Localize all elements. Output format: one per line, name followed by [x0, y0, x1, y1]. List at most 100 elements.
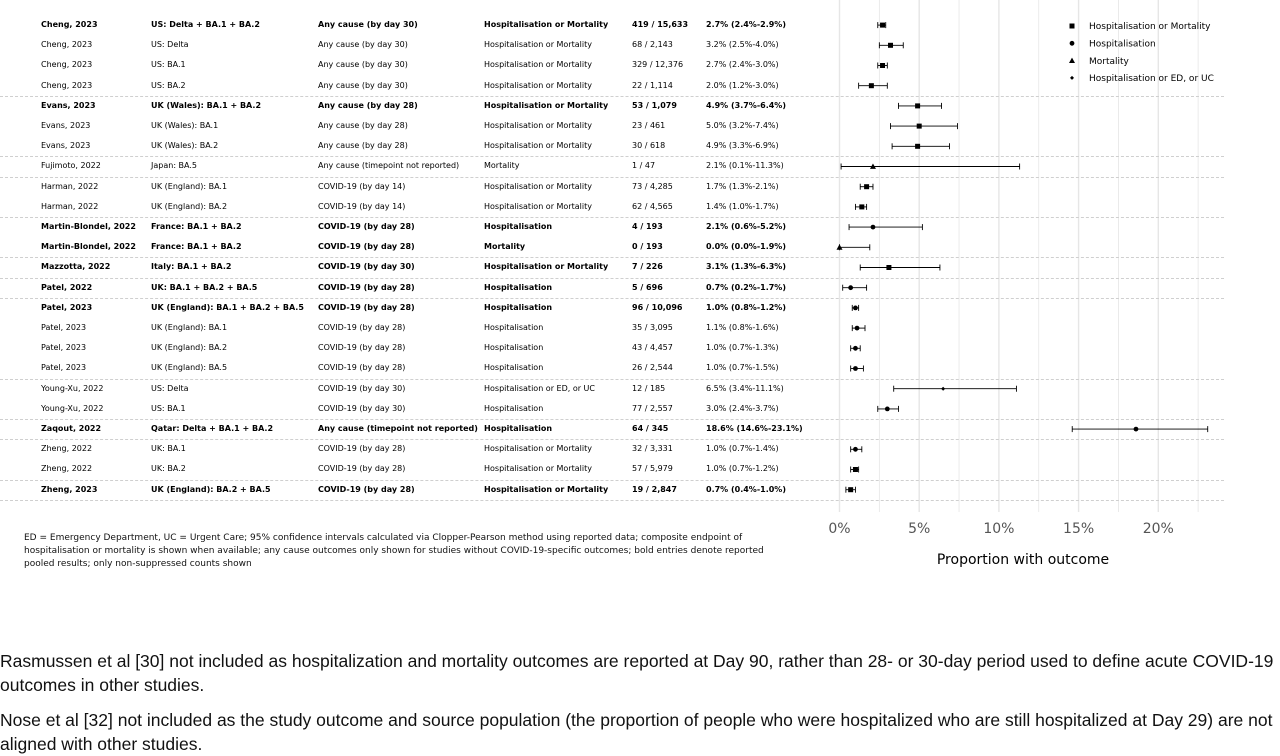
outcome-cell: COVID-19 (by day 28) — [318, 323, 406, 332]
table-row: Young-Xu, 2022 US: Delta COVID-19 (by day … — [0, 379, 830, 399]
population-cell: UK: BA.1 — [151, 444, 186, 454]
endpoint-cell: Hospitalisation or Mortality — [484, 121, 592, 130]
outcome-cell: Any cause (by day 30) — [318, 60, 408, 70]
endpoint-cell: Hospitalisation or Mortality — [484, 100, 609, 110]
table-row: Harman, 2022 UK (England): BA.2 COVID-19 (… — [0, 197, 830, 217]
endpoint-cell: Hospitalisation or ED, or UC — [484, 383, 595, 393]
point-estimate-marker — [1133, 426, 1139, 432]
population-cell: UK (Wales): BA.2 — [151, 141, 219, 151]
population-cell: UK (England): BA.1 + BA.2 + BA.5 — [151, 302, 304, 312]
point-estimate-marker — [880, 63, 886, 68]
population-cell: UK (England): BA.1 — [151, 323, 228, 332]
proportion-cell: 4.9% (3.7%-6.4%) — [706, 100, 786, 110]
table-row: Patel, 2023 UK (England): BA.1 + BA.2 + B… — [0, 298, 830, 318]
proportion-cell: 2.1% (0.1%-11.3%) — [706, 161, 784, 171]
endpoint-cell: Hospitalisation or Mortality — [484, 60, 592, 70]
outcome-cell: Any cause (by day 28) — [318, 121, 408, 130]
proportion-cell: 6.5% (3.4%-11.1%) — [706, 383, 784, 393]
proportion-cell: 2.1% (0.6%-5.2%) — [706, 222, 786, 231]
outcome-cell: Any cause (by day 30) — [318, 80, 408, 90]
point-estimate-marker — [836, 244, 843, 250]
population-cell: France: BA.1 + BA.2 — [151, 222, 242, 231]
outcome-cell: Any cause (by day 28) — [318, 141, 408, 151]
legend-marker-diamond — [1070, 75, 1074, 80]
count-cell: 53 / 1,079 — [632, 100, 677, 110]
legend-label: Hospitalisation or Mortality — [1089, 22, 1211, 32]
study-name: Patel, 2023 — [41, 302, 93, 312]
proportion-cell: 1.0% (0.7%-1.5%) — [706, 363, 779, 373]
group-separator — [0, 278, 1224, 279]
point-estimate-marker — [853, 345, 858, 351]
study-name: Zheng, 2023 — [41, 484, 98, 494]
table-row: Martin-Blondel, 2022 France: BA.1 + BA.2 C… — [0, 217, 830, 237]
table-row: Zheng, 2022 UK: BA.1 COVID-19 (by day 28) H… — [0, 439, 830, 459]
proportion-cell: 18.6% (14.6%-23.1%) — [706, 424, 803, 433]
legend-marker-square — [1069, 23, 1075, 29]
point-estimate-marker — [848, 285, 854, 291]
population-cell: UK: BA.1 + BA.2 + BA.5 — [151, 282, 258, 292]
outcome-cell: COVID-19 (by day 30) — [318, 403, 406, 413]
count-cell: 62 / 4,565 — [632, 201, 673, 211]
study-name: Fujimoto, 2022 — [41, 161, 101, 171]
population-cell: Japan: BA.5 — [151, 161, 198, 171]
outcome-cell: COVID-19 (by day 14) — [318, 201, 406, 211]
table-row: Mazzotta, 2022 Italy: BA.1 + BA.2 COVID-19… — [0, 257, 830, 277]
table-row: Fujimoto, 2022 Japan: BA.5 Any cause (time… — [0, 156, 830, 176]
x-tick-label: 20% — [1143, 521, 1174, 537]
proportion-cell: 3.1% (1.3%-6.3%) — [706, 262, 786, 272]
table-row: Cheng, 2023 US: Delta Any cause (by day 30… — [0, 35, 830, 55]
population-cell: UK (England): BA.2 — [151, 201, 228, 211]
outcome-cell: COVID-19 (by day 28) — [318, 282, 415, 292]
x-tick-label: 15% — [1063, 521, 1094, 537]
study-name: Patel, 2022 — [41, 282, 93, 292]
study-name: Harman, 2022 — [41, 201, 99, 211]
outcome-cell: Any cause (by day 30) — [318, 40, 408, 50]
group-separator — [0, 419, 1224, 420]
outcome-cell: COVID-19 (by day 30) — [318, 262, 415, 272]
endpoint-cell: Hospitalisation — [484, 282, 553, 292]
proportion-cell: 1.0% (0.8%-1.2%) — [706, 302, 786, 312]
x-axis-title: Proportion with outcome — [937, 552, 1109, 568]
endpoint-cell: Hospitalisation — [484, 424, 553, 433]
population-cell: Italy: BA.1 + BA.2 — [151, 262, 232, 272]
proportion-cell: 4.9% (3.3%-6.9%) — [706, 141, 779, 151]
population-cell: France: BA.1 + BA.2 — [151, 242, 242, 252]
count-cell: 0 / 193 — [632, 242, 663, 252]
count-cell: 5 / 696 — [632, 282, 663, 292]
endpoint-cell: Hospitalisation or Mortality — [484, 40, 592, 50]
table-row: Evans, 2023 UK (Wales): BA.1 + BA.2 Any ca… — [0, 96, 830, 116]
group-separator — [0, 439, 1224, 440]
count-cell: 4 / 193 — [632, 222, 663, 231]
table-row: Zheng, 2023 UK (England): BA.2 + BA.5 COVI… — [0, 480, 830, 500]
endpoint-cell: Hospitalisation — [484, 302, 553, 312]
table-row: Harman, 2022 UK (England): BA.1 COVID-19 (… — [0, 177, 830, 197]
outcome-cell: Any cause (timepoint not reported) — [318, 161, 460, 171]
forest-plot-figure: 0% 5% 10% 15% 20% Proportion with outcome Hosp… — [0, 0, 1224, 569]
count-cell: 64 / 345 — [632, 424, 669, 433]
endpoint-cell: Hospitalisation — [484, 403, 544, 413]
proportion-cell: 2.7% (2.4%-2.9%) — [706, 20, 786, 29]
proportion-cell: 0.7% (0.4%-1.0%) — [706, 484, 786, 494]
point-estimate-marker — [884, 406, 890, 412]
population-cell: US: BA.1 — [151, 60, 186, 70]
study-name: Zheng, 2022 — [41, 464, 93, 474]
group-separator — [0, 500, 1224, 501]
table-row: Zheng, 2022 UK: BA.2 COVID-19 (by day 28) H… — [0, 459, 830, 479]
endpoint-cell: Hospitalisation or Mortality — [484, 181, 592, 191]
outcome-cell: COVID-19 (by day 28) — [318, 464, 406, 474]
population-cell: UK (England): BA.5 — [151, 363, 228, 373]
point-estimate-marker — [864, 184, 870, 190]
group-separator — [0, 480, 1224, 481]
point-estimate-marker — [848, 487, 854, 493]
study-name: Zheng, 2022 — [41, 444, 93, 454]
count-cell: 22 / 1,114 — [632, 80, 673, 90]
study-name: Young-Xu, 2022 — [41, 403, 104, 413]
legend-label: Mortality — [1089, 57, 1130, 67]
outcome-cell: COVID-19 (by day 14) — [318, 181, 406, 191]
table-row: Young-Xu, 2022 US: BA.1 COVID-19 (by day 3… — [0, 399, 830, 419]
study-name: Evans, 2023 — [41, 121, 91, 130]
endpoint-cell: Hospitalisation or Mortality — [484, 141, 592, 151]
point-estimate-marker — [852, 467, 858, 472]
point-estimate-marker — [853, 446, 858, 452]
forest-plot-svg: 0% 5% 10% 15% 20% Proportion with outcome Hosp… — [828, 0, 1214, 568]
